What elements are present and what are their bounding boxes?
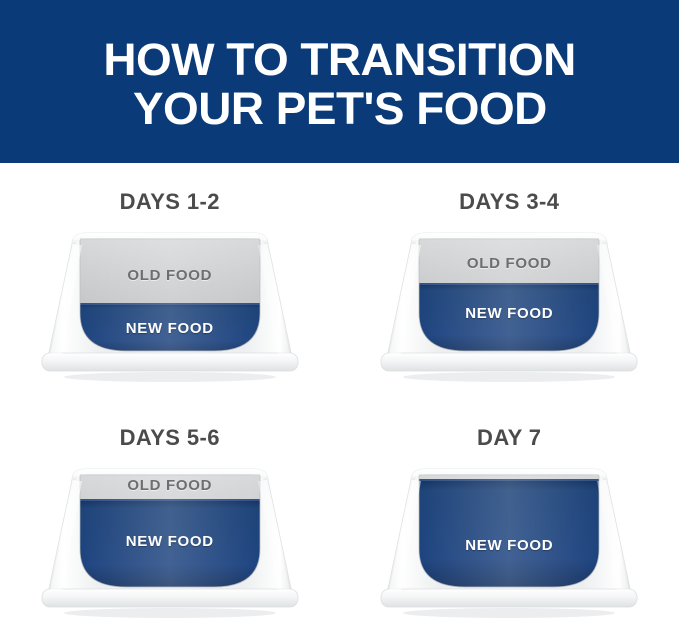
bowl-stage-panel: DAYS 3-4 <box>340 163 679 399</box>
bowl-stages-grid: DAYS 1-2 <box>0 163 679 634</box>
bowl-shadow <box>63 372 276 382</box>
bowl-right-wall-highlight <box>597 245 630 355</box>
bowl-right-wall-highlight <box>257 480 290 591</box>
stage-label: DAYS 5-6 <box>119 424 220 450</box>
bowl-base <box>380 352 638 372</box>
bowl-left-wall-highlight <box>389 245 422 355</box>
bowl-rim <box>411 233 608 244</box>
cavity-edge <box>79 238 261 352</box>
bowl-shadow <box>403 372 616 382</box>
bowl-base <box>41 352 299 372</box>
bowl-left-wall-highlight <box>49 245 82 355</box>
cavity-edge <box>418 238 600 352</box>
stage-label: DAYS 3-4 <box>459 189 560 214</box>
cavity-edge <box>418 474 600 587</box>
bowl-stage-panel: DAY 7 <box>340 399 679 634</box>
bowl-shadow <box>63 607 276 618</box>
bowl-rim <box>71 233 268 244</box>
cavity-sheen <box>79 239 260 351</box>
page-title-line-2: YOUR PET'S FOOD <box>132 82 547 134</box>
header-banner: HOW TO TRANSITION YOUR PET'S FOOD <box>0 0 679 163</box>
cavity-sheen <box>419 474 600 587</box>
bowl-right-wall-highlight <box>597 480 630 591</box>
page-title-line-1: HOW TO TRANSITION <box>103 33 576 85</box>
bowl-left-wall-highlight <box>389 480 422 591</box>
stage-label: DAYS 1-2 <box>119 189 220 214</box>
bowl-right-wall-highlight <box>257 245 290 355</box>
cavity-edge <box>79 474 261 587</box>
bowl-rim <box>411 468 608 480</box>
bowl-base <box>380 588 638 607</box>
bowl-shadow <box>403 607 616 618</box>
bowl-left-wall-highlight <box>49 480 82 591</box>
bowl-stage-panel: DAYS 1-2 <box>0 163 340 399</box>
stage-label: DAY 7 <box>477 424 542 450</box>
cavity-sheen <box>419 239 600 351</box>
bowl-stage-panel: DAYS 5-6 <box>0 399 340 634</box>
bowl-base <box>41 588 299 607</box>
bowl-rim <box>71 468 268 480</box>
cavity-sheen <box>79 474 260 587</box>
